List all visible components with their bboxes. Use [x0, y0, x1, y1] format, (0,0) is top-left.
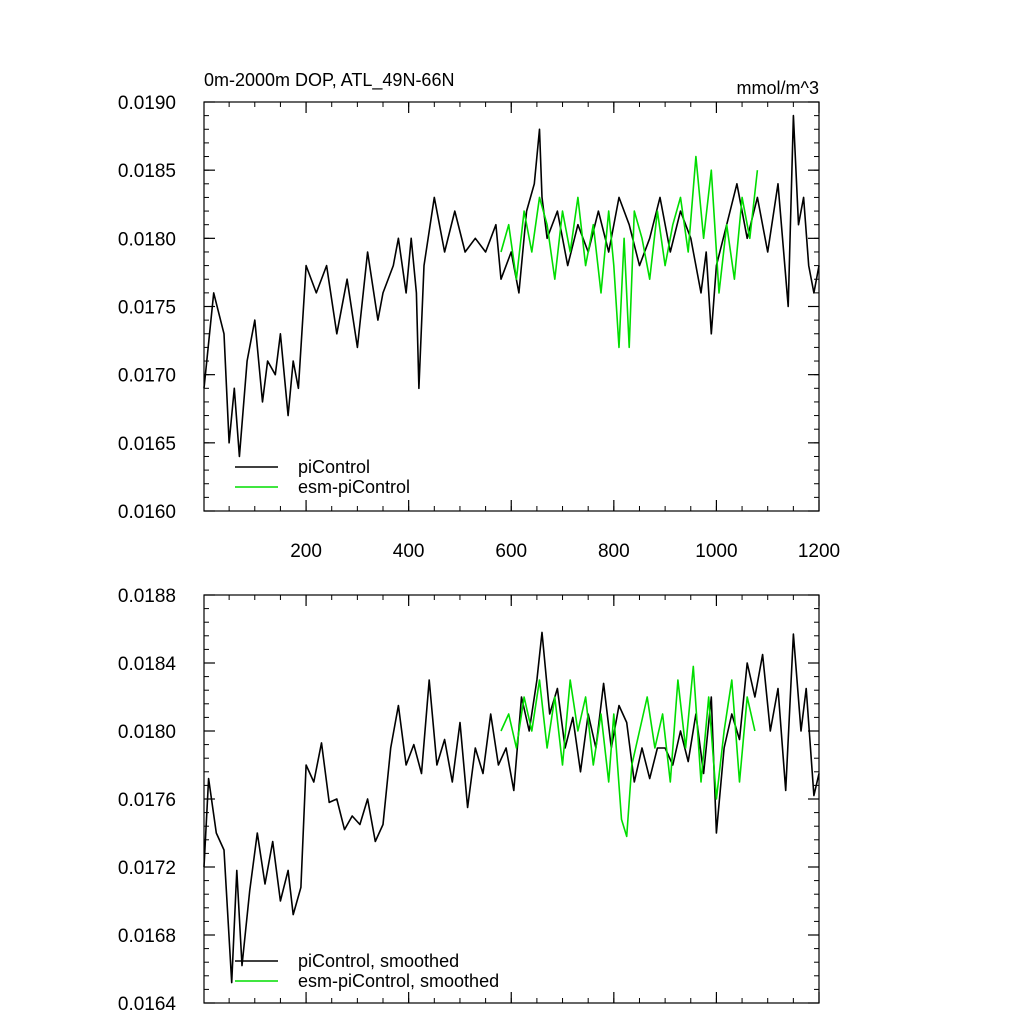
y-tick-label: 0.0164 — [118, 994, 177, 1015]
x-tick-label: 800 — [598, 541, 630, 562]
x-tick-label: 1200 — [798, 541, 840, 562]
bottom-panel: 0.0164 0.0168 0.0172 0.0176 0.0180 0.0184 0.01… — [118, 586, 820, 1015]
y-tick-label: 0.0160 — [118, 502, 176, 523]
series-line-picontrol-smoothed — [203, 631, 820, 984]
x-tick-label: 400 — [393, 541, 425, 562]
y-tick-label: 0.0170 — [118, 366, 176, 387]
units-label: mmol/m^3 — [737, 78, 819, 98]
y-tick-label: 0.0176 — [118, 790, 176, 811]
legend-label: piControl, smoothed — [298, 951, 459, 971]
y-tick-label: 0.0188 — [118, 586, 176, 607]
y-tick-label: 0.0190 — [118, 93, 176, 114]
legend-label: esm-piControl, smoothed — [298, 971, 499, 991]
y-tick-label: 0.0175 — [118, 298, 176, 319]
y-tick-label: 0.0168 — [118, 926, 176, 947]
x-tick-label: 200 — [290, 541, 322, 562]
plot-frame — [203, 101, 820, 512]
series-line-esm-picontrol-smoothed — [500, 665, 756, 838]
legend-label: piControl — [298, 457, 370, 477]
series-line-esm-picontrol — [500, 155, 759, 349]
y-tick-label: 0.0184 — [118, 654, 177, 675]
y-tick-label: 0.0185 — [118, 161, 176, 182]
y-tick-label: 0.0180 — [118, 722, 176, 743]
top-panel: 0m-2000m DOP, ATL_49N-66N mmol/m^3 0.0160 0… — [118, 70, 840, 562]
chart-title: 0m-2000m DOP, ATL_49N-66N — [204, 70, 454, 91]
y-tick-label: 0.0165 — [118, 434, 176, 455]
x-tick-label: 1000 — [695, 541, 737, 562]
legend-label: esm-piControl — [298, 477, 410, 497]
plot-frame — [203, 594, 820, 1004]
y-tick-label: 0.0180 — [118, 229, 176, 250]
y-tick-label: 0.0172 — [118, 858, 176, 879]
x-tick-label: 600 — [495, 541, 527, 562]
series-line-picontrol — [203, 114, 820, 458]
